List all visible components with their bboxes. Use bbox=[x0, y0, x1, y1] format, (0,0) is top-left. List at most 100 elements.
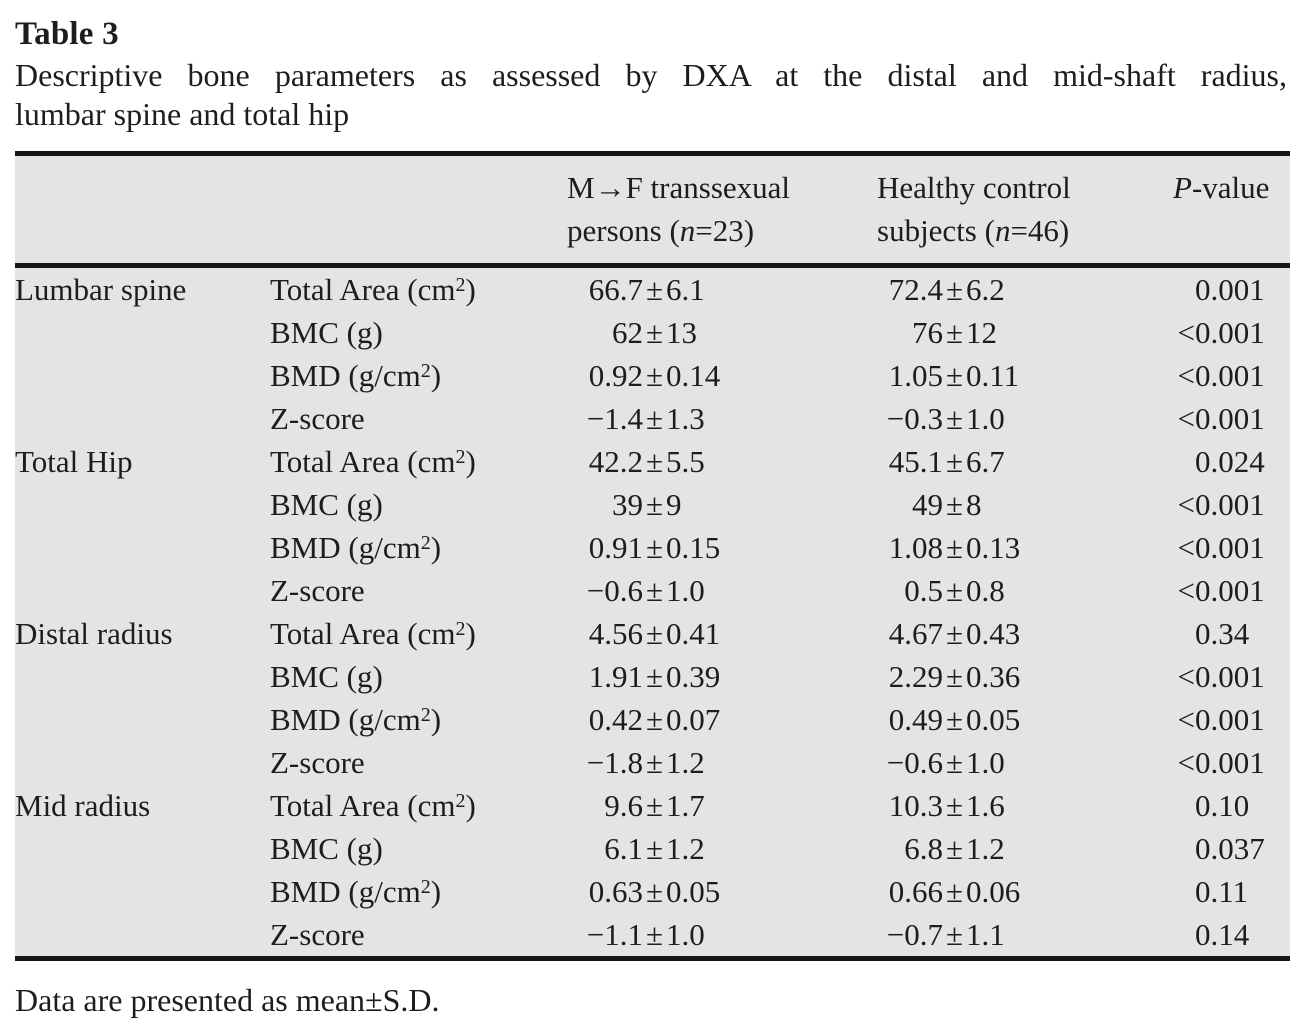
pvalue-number: 0.001 bbox=[1195, 745, 1265, 780]
sd-value: 0.05 bbox=[966, 702, 1021, 737]
pvalue-number: 0.001 bbox=[1195, 530, 1265, 565]
plus-minus-sign: ± bbox=[946, 831, 964, 866]
mean-value: 0.49 bbox=[888, 702, 943, 737]
sd-value: 0.05 bbox=[666, 874, 721, 909]
sd-value: 0.36 bbox=[966, 659, 1021, 694]
region-cell: Total Hip bbox=[15, 444, 133, 479]
sd-value: 6.1 bbox=[666, 272, 705, 307]
control-value-cell: 2.29±0.36 bbox=[877, 655, 1160, 698]
pvalue-cell: 0.34 bbox=[1160, 612, 1290, 655]
mean-value: 4.67 bbox=[888, 616, 943, 651]
pvalue-number: 0.10 bbox=[1195, 788, 1250, 823]
control-value-cell: 0.66±0.06 bbox=[877, 870, 1160, 913]
sd-value: 1.0 bbox=[966, 401, 1005, 436]
mf-value-cell: 39±9 bbox=[567, 483, 877, 526]
mf-value-cell: −1.4±1.3 bbox=[567, 397, 877, 440]
header-control-n-symbol: n bbox=[994, 213, 1011, 248]
table-body: Lumbar spine Total Area (cm2) 66.7±6.1 7… bbox=[15, 266, 1290, 959]
column-header-healthy-control: Healthy control subjects (n=46) bbox=[877, 153, 1160, 268]
table-row: Total Hip Total Area (cm2) 42.2±5.5 45.1… bbox=[15, 440, 1290, 483]
mean-value: 1.91 bbox=[588, 659, 643, 694]
mean-value: 1.08 bbox=[888, 530, 943, 565]
control-value-cell: 6.8±1.2 bbox=[877, 827, 1160, 870]
control-value-cell: 49±8 bbox=[877, 483, 1160, 526]
header-parameter-spacer bbox=[270, 153, 567, 268]
pvalue-cell: 0.11 bbox=[1160, 870, 1290, 913]
sd-value: 1.2 bbox=[666, 831, 705, 866]
control-value-cell: −0.6±1.0 bbox=[877, 741, 1160, 784]
region-cell: Distal radius bbox=[15, 616, 173, 651]
region-cell bbox=[15, 870, 270, 913]
plus-minus-sign: ± bbox=[946, 315, 964, 350]
sd-value: 1.7 bbox=[666, 788, 705, 823]
column-header-pvalue: P-value bbox=[1160, 153, 1290, 268]
parameter-cell: Z-score bbox=[270, 573, 365, 608]
parameter-cell: Z-score bbox=[270, 745, 365, 780]
mean-value: 10.3 bbox=[888, 788, 943, 823]
pvalue-number: 0.001 bbox=[1195, 659, 1265, 694]
table-row: BMD (g/cm2) 0.42±0.07 0.49±0.05 <0.001 bbox=[15, 698, 1290, 741]
table-row: BMD (g/cm2) 0.92±0.14 1.05±0.11 <0.001 bbox=[15, 354, 1290, 397]
table-caption: Descriptive bone parameters as assessed … bbox=[15, 56, 1287, 134]
table-row: Distal radius Total Area (cm2) 4.56±0.41… bbox=[15, 612, 1290, 655]
table-row: BMC (g) 62±13 76±12 <0.001 bbox=[15, 311, 1290, 354]
control-value-cell: 76±12 bbox=[877, 311, 1160, 354]
less-than-sign: < bbox=[1177, 401, 1195, 436]
sd-value: 1.0 bbox=[966, 745, 1005, 780]
plus-minus-sign: ± bbox=[646, 831, 664, 866]
parameter-cell: BMC (g) bbox=[270, 487, 383, 522]
pvalue-number: 0.14 bbox=[1195, 917, 1250, 952]
caption-line-1: Descriptive bone parameters as assessed … bbox=[15, 57, 1287, 93]
control-value-cell: 0.49±0.05 bbox=[877, 698, 1160, 741]
mean-value: 6.8 bbox=[904, 831, 943, 866]
parameter-cell: Total Area (cm2) bbox=[270, 272, 476, 307]
mf-value-cell: 6.1±1.2 bbox=[567, 827, 877, 870]
pvalue-cell: <0.001 bbox=[1160, 569, 1290, 612]
plus-minus-sign: ± bbox=[646, 874, 664, 909]
pvalue-number: 0.001 bbox=[1195, 573, 1265, 608]
less-than-sign: < bbox=[1177, 702, 1195, 737]
table-header: M→F transsexual persons (n=23) Healthy co… bbox=[15, 153, 1290, 268]
pvalue-cell: <0.001 bbox=[1160, 655, 1290, 698]
region-cell bbox=[15, 354, 270, 397]
mf-value-cell: 0.91±0.15 bbox=[567, 526, 877, 569]
mean-value: 4.56 bbox=[588, 616, 643, 651]
mf-value-cell: 0.92±0.14 bbox=[567, 354, 877, 397]
plus-minus-sign: ± bbox=[946, 487, 964, 522]
mf-value-cell: 42.2±5.5 bbox=[567, 440, 877, 483]
parameter-cell: BMD (g/cm2) bbox=[270, 874, 442, 909]
less-than-sign: < bbox=[1177, 659, 1195, 694]
plus-minus-sign: ± bbox=[646, 917, 664, 952]
plus-minus-sign: ± bbox=[946, 702, 964, 737]
sd-value: 8 bbox=[966, 487, 982, 522]
plus-minus-sign: ± bbox=[946, 573, 964, 608]
pvalue-cell: <0.001 bbox=[1160, 354, 1290, 397]
mf-value-cell: −1.1±1.0 bbox=[567, 913, 877, 959]
pvalue-cell: <0.001 bbox=[1160, 741, 1290, 784]
region-cell bbox=[15, 741, 270, 784]
plus-minus-sign: ± bbox=[646, 401, 664, 436]
plus-minus-sign: ± bbox=[946, 659, 964, 694]
mean-value: 49 bbox=[912, 487, 943, 522]
control-value-cell: 1.05±0.11 bbox=[877, 354, 1160, 397]
mean-value: 9.6 bbox=[604, 788, 643, 823]
pvalue-cell: 0.14 bbox=[1160, 913, 1290, 959]
header-control-line2-prefix: subjects ( bbox=[877, 213, 995, 248]
plus-minus-sign: ± bbox=[646, 788, 664, 823]
pvalue-number: 0.001 bbox=[1195, 702, 1265, 737]
control-value-cell: −0.3±1.0 bbox=[877, 397, 1160, 440]
mf-value-cell: 0.63±0.05 bbox=[567, 870, 877, 913]
pvalue-cell: 0.10 bbox=[1160, 784, 1290, 827]
sd-value: 1.1 bbox=[966, 917, 1005, 952]
pvalue-number: 0.037 bbox=[1195, 831, 1265, 866]
plus-minus-sign: ± bbox=[946, 788, 964, 823]
sd-value: 1.0 bbox=[666, 917, 705, 952]
mean-value: 2.29 bbox=[888, 659, 943, 694]
less-than-sign: < bbox=[1177, 487, 1195, 522]
mf-value-cell: 4.56±0.41 bbox=[567, 612, 877, 655]
table-label: Table 3 bbox=[15, 16, 119, 52]
table-row: Lumbar spine Total Area (cm2) 66.7±6.1 7… bbox=[15, 266, 1290, 312]
sd-value: 9 bbox=[666, 487, 682, 522]
mf-value-cell: 0.42±0.07 bbox=[567, 698, 877, 741]
table-row: BMD (g/cm2) 0.63±0.05 0.66±0.06 0.11 bbox=[15, 870, 1290, 913]
